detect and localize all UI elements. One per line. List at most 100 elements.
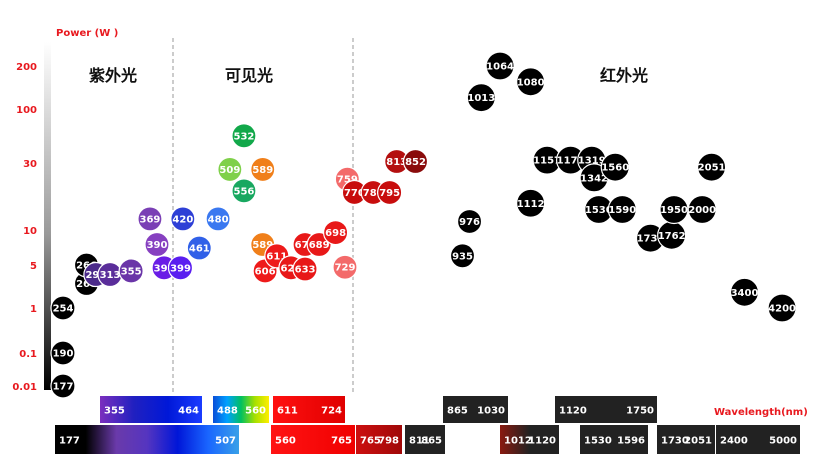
bottom-range-bar-start-label: 1530 bbox=[584, 436, 612, 447]
data-point-marker bbox=[696, 152, 727, 182]
region-label-visible: 可见光 bbox=[225, 66, 273, 85]
data-point: 633 bbox=[292, 256, 318, 282]
top-range-bar-start-label: 1120 bbox=[559, 406, 587, 417]
data-point-label: 589 bbox=[252, 240, 273, 251]
y-tick-label: 200 bbox=[16, 62, 37, 73]
bottom-range-bar bbox=[405, 425, 445, 454]
data-point-marker bbox=[456, 208, 483, 235]
bottom-range-bar-end-label: 1120 bbox=[528, 436, 556, 447]
data-point-label: 355 bbox=[121, 266, 142, 277]
top-range-bar bbox=[443, 396, 508, 423]
top-range-bar bbox=[555, 396, 657, 423]
y-tick-label: 5 bbox=[30, 261, 37, 272]
top-range-bar-start-label: 488 bbox=[217, 406, 238, 417]
data-point: 698 bbox=[323, 219, 349, 246]
data-point: 1342 bbox=[579, 163, 609, 193]
data-point-label: 390 bbox=[147, 240, 168, 251]
bottom-range-bar bbox=[55, 425, 239, 454]
bottom-range-bar-end-label: 798 bbox=[378, 436, 399, 447]
bottom-range-bar-start-label: 1730 bbox=[661, 436, 689, 447]
data-point: 1112 bbox=[516, 188, 546, 218]
data-point: 1762 bbox=[657, 220, 687, 250]
data-point-marker bbox=[600, 152, 630, 182]
data-point-label: 1178 bbox=[557, 156, 585, 167]
data-point: 190 bbox=[50, 340, 76, 366]
y-tick-label: 0.01 bbox=[12, 382, 37, 393]
data-point-label: 4200 bbox=[768, 304, 796, 315]
bottom-range-bar bbox=[716, 425, 800, 454]
data-point: 729 bbox=[332, 254, 358, 280]
data-point: 1157 bbox=[532, 145, 562, 175]
data-point-label: 1080 bbox=[517, 77, 545, 88]
data-point-marker bbox=[186, 235, 212, 261]
data-point-label: 509 bbox=[219, 165, 240, 176]
data-point-label: 852 bbox=[405, 157, 426, 168]
data-point: 556 bbox=[231, 178, 257, 204]
data-point-label: 254 bbox=[53, 304, 74, 315]
data-point: 1080 bbox=[516, 67, 546, 97]
data-point-label: 626 bbox=[281, 263, 302, 274]
data-point: 2000 bbox=[687, 194, 717, 225]
data-point-label: 480 bbox=[208, 214, 229, 225]
bottom-range-bar-end-label: 5000 bbox=[769, 436, 797, 447]
data-point-label: 2051 bbox=[698, 163, 726, 174]
data-point-marker bbox=[466, 83, 496, 113]
data-point-label: 1730 bbox=[637, 234, 665, 245]
data-point-label: 813 bbox=[386, 157, 407, 168]
data-point-label: 633 bbox=[295, 265, 316, 276]
top-range-bar-start-label: 355 bbox=[104, 406, 125, 417]
data-point-label: 770 bbox=[344, 188, 365, 199]
top-range-bar-end-label: 724 bbox=[321, 406, 342, 417]
data-point-label: 266 bbox=[76, 261, 97, 272]
top-range-bar bbox=[100, 396, 202, 423]
bottom-range-bar-start-label: 177 bbox=[59, 436, 80, 447]
data-point-marker bbox=[231, 123, 257, 149]
bottom-range-bar-start-label: 560 bbox=[275, 436, 296, 447]
data-point-label: 1064 bbox=[486, 62, 514, 73]
data-point: 1560 bbox=[600, 152, 630, 182]
bottom-range-bar bbox=[657, 425, 715, 454]
data-point-label: 976 bbox=[459, 217, 480, 228]
bottom-range-bar-start-label: 811 bbox=[409, 436, 430, 447]
data-point: 1950 bbox=[659, 194, 689, 225]
bottom-range-bar bbox=[271, 425, 355, 454]
data-point-label: 1530 bbox=[585, 205, 613, 216]
bottom-range-bar-start-label: 1012 bbox=[504, 436, 532, 447]
data-point-label: 611 bbox=[266, 251, 287, 262]
data-point: 532 bbox=[231, 123, 257, 149]
data-point-label: 461 bbox=[189, 244, 210, 255]
y-tick-label: 100 bbox=[16, 105, 37, 116]
data-point-marker bbox=[323, 219, 349, 246]
data-point-marker bbox=[205, 206, 231, 232]
data-point-marker bbox=[449, 243, 476, 269]
data-point: 369 bbox=[137, 206, 163, 232]
data-point-label: 532 bbox=[234, 131, 255, 142]
data-point-marker bbox=[144, 231, 170, 258]
data-point-marker bbox=[217, 156, 243, 183]
data-point: 355 bbox=[118, 258, 144, 284]
y-ticks: 0.01 0.1 1 5 10 30 100 200 bbox=[12, 62, 37, 393]
data-point: 1590 bbox=[607, 194, 637, 225]
bottom-range-bar bbox=[356, 425, 402, 454]
data-point: 2051 bbox=[696, 152, 727, 182]
data-point-marker bbox=[607, 194, 637, 225]
x-axis-label: Wavelength(nm) bbox=[714, 407, 808, 418]
y-tick-label: 10 bbox=[23, 226, 37, 237]
top-range-bar-end-label: 1030 bbox=[477, 406, 505, 417]
data-point-label: 689 bbox=[309, 240, 330, 251]
data-point: 1064 bbox=[485, 51, 515, 81]
data-point-label: 1013 bbox=[467, 93, 495, 104]
data-point: 480 bbox=[205, 206, 231, 232]
bottom-range-bar bbox=[500, 425, 559, 454]
data-point-label: 698 bbox=[325, 228, 346, 239]
data-point-marker bbox=[231, 178, 257, 204]
data-point-label: 313 bbox=[100, 270, 121, 281]
data-point-marker bbox=[50, 295, 76, 321]
data-point-marker bbox=[402, 148, 429, 175]
data-point-marker bbox=[170, 206, 196, 232]
data-point-label: 759 bbox=[337, 175, 358, 186]
data-point: 795 bbox=[377, 179, 403, 206]
data-point-marker bbox=[50, 340, 76, 366]
data-point-label: 1762 bbox=[658, 231, 686, 242]
data-point-marker bbox=[167, 255, 194, 281]
